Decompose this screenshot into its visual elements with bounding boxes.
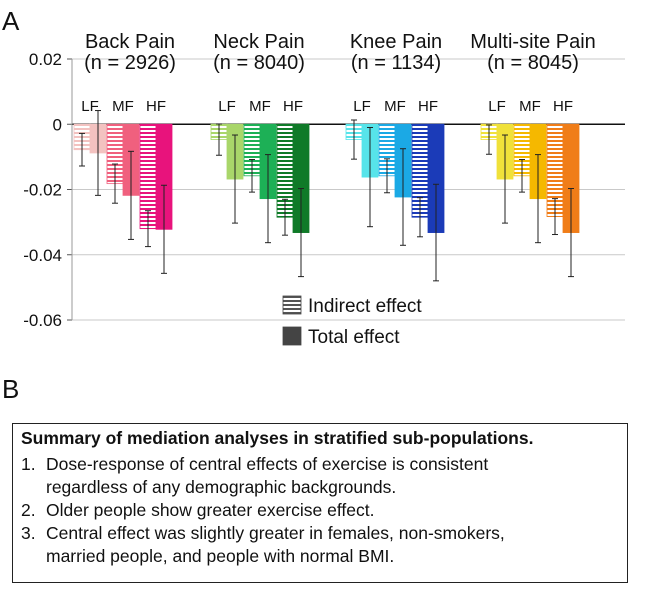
y-tick-label: -0.02 bbox=[23, 181, 62, 200]
legend-label: Indirect effect bbox=[308, 296, 422, 317]
summary-item: 1. Dose-response of central effects of e… bbox=[21, 453, 619, 499]
bar-group bbox=[480, 123, 580, 278]
bar-group bbox=[210, 123, 310, 278]
legend-swatch-indirect bbox=[282, 295, 302, 315]
y-tick-label: 0 bbox=[53, 115, 62, 134]
legend-label: Total effect bbox=[308, 327, 400, 348]
y-tick-label: -0.06 bbox=[23, 311, 62, 330]
group-name-label: Multi-site Pain bbox=[470, 31, 596, 53]
summary-item-number: 1. bbox=[21, 454, 36, 474]
legend-swatch-total bbox=[282, 326, 302, 346]
group-n-label: (n = 8045) bbox=[487, 52, 579, 74]
summary-item-line: regardless of any demographic background… bbox=[46, 477, 397, 497]
panel-b-label: B bbox=[2, 374, 20, 404]
summary-item-line: Dose-response of central effects of exer… bbox=[46, 454, 489, 474]
summary-title: Summary of mediation analyses in stratif… bbox=[21, 428, 534, 448]
subgroup-label: HF bbox=[418, 98, 438, 115]
summary-item-text: Central effect was slightly greater in f… bbox=[46, 522, 505, 568]
y-tick-label: -0.04 bbox=[23, 246, 62, 265]
subgroup-label: HF bbox=[283, 98, 303, 115]
summary-item-line: Central effect was slightly greater in f… bbox=[46, 523, 505, 543]
group-n-label: (n = 8040) bbox=[213, 52, 305, 74]
subgroup-label: LF bbox=[81, 98, 99, 115]
group-name-label: Knee Pain bbox=[350, 31, 442, 53]
bar-group bbox=[73, 110, 173, 274]
group-n-label: (n = 1134) bbox=[351, 52, 441, 74]
subgroup-label: MF bbox=[112, 98, 134, 115]
subgroup-label: MF bbox=[384, 98, 406, 115]
panel-a-label: A bbox=[2, 6, 20, 36]
summary-box: Summary of mediation analyses in stratif… bbox=[12, 423, 628, 583]
summary-item-text: Dose-response of central effects of exer… bbox=[46, 453, 488, 499]
subgroup-label: LF bbox=[218, 98, 236, 115]
summary-item-line: Older people show greater exercise effec… bbox=[46, 500, 375, 520]
group-n-label: (n = 2926) bbox=[84, 52, 176, 74]
summary-item-number: 3. bbox=[21, 523, 36, 543]
summary-item: 2. Older people show greater exercise ef… bbox=[21, 499, 619, 522]
summary-item-line: married people, and people with normal B… bbox=[46, 546, 395, 566]
y-tick-label: 0.02 bbox=[29, 50, 62, 69]
subgroup-label: HF bbox=[553, 98, 573, 115]
legend: Indirect effect Total effect bbox=[282, 295, 422, 348]
subgroup-label: LF bbox=[488, 98, 506, 115]
bar-group bbox=[345, 119, 445, 282]
bars bbox=[73, 110, 580, 282]
summary-item-text: Older people show greater exercise effec… bbox=[46, 499, 374, 522]
summary-item: 3. Central effect was slightly greater i… bbox=[21, 522, 619, 568]
subgroup-label: MF bbox=[249, 98, 271, 115]
group-name-label: Neck Pain bbox=[213, 31, 304, 53]
summary-item-number: 2. bbox=[21, 500, 36, 520]
summary-list: 1. Dose-response of central effects of e… bbox=[21, 453, 619, 568]
y-axis: 0.02 0 -0.02 -0.04 -0.06 bbox=[23, 50, 73, 330]
subgroup-label: MF bbox=[519, 98, 541, 115]
group-name-label: Back Pain bbox=[85, 31, 175, 53]
group-labels: LF MF HF Back Pain(n = 2926) LF MF HF Neck Pain… bbox=[81, 31, 596, 115]
subgroup-label: HF bbox=[146, 98, 166, 115]
subgroup-label: LF bbox=[353, 98, 371, 115]
